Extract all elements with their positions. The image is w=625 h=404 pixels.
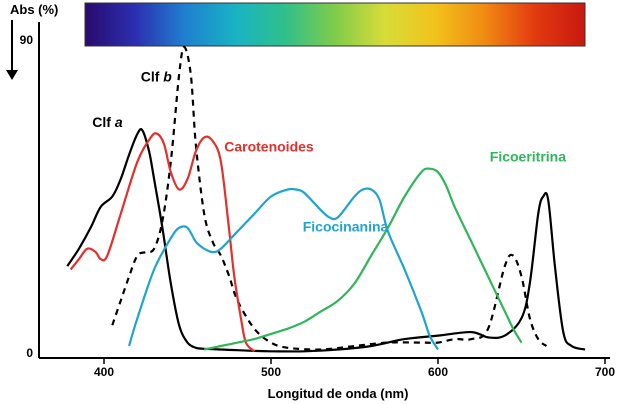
visible-spectrum-bar <box>84 2 586 47</box>
series-line-0 <box>66 128 586 353</box>
series-line-2 <box>69 132 256 353</box>
series-label-1: Clf b <box>141 69 173 85</box>
y-tick-label: 90 <box>20 33 34 47</box>
series-line-4 <box>203 167 523 351</box>
x-tick-label: 500 <box>261 365 281 379</box>
x-tick-label: 400 <box>94 365 114 379</box>
series-curves <box>66 45 586 353</box>
series-label-4: Ficoeritrina <box>490 149 566 165</box>
x-tick-label: 700 <box>595 365 615 379</box>
x-axis-title: Longitud de onda (nm) <box>268 386 409 401</box>
series-label-3: Ficocinanina <box>303 218 389 234</box>
x-tick-label: 600 <box>428 365 448 379</box>
series-label-2: Carotenoides <box>224 138 314 154</box>
axis-ticks: 400 500 600 700 0 90 <box>20 33 616 379</box>
y-axis-title: Abs (%) <box>10 2 58 17</box>
y-tick-label: 0 <box>26 346 33 360</box>
series-labels: Clf a Clf b Carotenoides Ficocinanina Ficoer… <box>92 69 566 235</box>
series-line-1 <box>111 45 548 351</box>
series-line-3 <box>128 187 439 351</box>
series-label-0: Clf a <box>92 114 123 130</box>
y-axis-arrow-head <box>6 70 18 80</box>
